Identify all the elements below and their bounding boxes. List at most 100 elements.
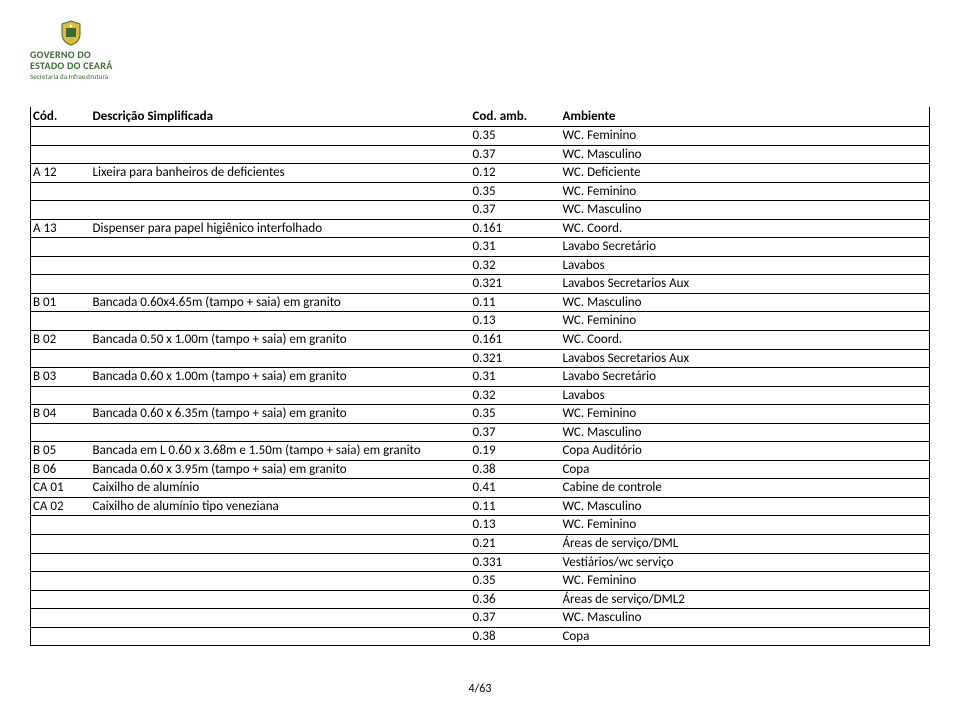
table-cell: WC. Feminino	[561, 312, 930, 331]
table-cell	[31, 553, 91, 572]
table-row: 0.36Áreas de serviço/DML2	[31, 590, 930, 609]
table-cell	[91, 201, 471, 220]
table-cell: WC. Masculino	[561, 293, 930, 312]
table-cell: Copa	[561, 627, 930, 646]
table-cell: Áreas de serviço/DML2	[561, 590, 930, 609]
table-cell: 0.37	[471, 609, 561, 628]
table-cell: B 06	[31, 460, 91, 479]
table-cell	[91, 182, 471, 201]
table-cell: 0.21	[471, 535, 561, 554]
table-cell: WC. Feminino	[561, 572, 930, 591]
table-cell: Caixilho de alumínio tipo veneziana	[91, 497, 471, 516]
table-cell	[91, 516, 471, 535]
table-cell: WC. Feminino	[561, 182, 930, 201]
logo-emblem-wrap	[30, 20, 113, 46]
table-cell: 0.321	[471, 349, 561, 368]
table-cell	[31, 627, 91, 646]
table-row: 0.321Lavabos Secretarios Aux	[31, 275, 930, 294]
logo-line3: Secretaria da Infraestrutura	[30, 72, 113, 81]
table-cell: B 05	[31, 442, 91, 461]
table-cell: 0.12	[471, 164, 561, 183]
ceara-emblem-icon	[60, 20, 82, 46]
page: GOVERNO DO ESTADO DO CEARÁ Secretaria da…	[0, 0, 960, 646]
table-cell: Cabine de controle	[561, 479, 930, 498]
table-cell: WC. Masculino	[561, 145, 930, 164]
table-cell: 0.41	[471, 479, 561, 498]
table-cell: WC. Masculino	[561, 609, 930, 628]
table-cell: 0.31	[471, 368, 561, 387]
table-cell: 0.35	[471, 127, 561, 146]
table-cell	[91, 590, 471, 609]
table-cell: WC. Masculino	[561, 497, 930, 516]
table-cell: B 02	[31, 331, 91, 350]
table-cell: Bancada 0.60 x 1.00m (tampo + saia) em g…	[91, 368, 471, 387]
table-cell: CA 02	[31, 497, 91, 516]
col-header-codamb: Cod. amb.	[471, 107, 561, 127]
table-cell: A 12	[31, 164, 91, 183]
table-cell	[31, 386, 91, 405]
table-cell	[91, 349, 471, 368]
table-cell: 0.36	[471, 590, 561, 609]
table-cell: Lavabos Secretarios Aux	[561, 275, 930, 294]
table-cell: Copa Auditório	[561, 442, 930, 461]
table-cell: 0.32	[471, 256, 561, 275]
table-cell	[91, 312, 471, 331]
table-cell: B 03	[31, 368, 91, 387]
table-cell: Bancada 0.60 x 6.35m (tampo + saia) em g…	[91, 405, 471, 424]
table-row: 0.32 Lavabos	[31, 256, 930, 275]
table-cell	[91, 535, 471, 554]
table-cell	[31, 127, 91, 146]
table-cell: Bancada em L 0.60 x 3.68m e 1.50m (tampo…	[91, 442, 471, 461]
table-row: 0.37WC. Masculino	[31, 609, 930, 628]
table-cell: 0.37	[471, 423, 561, 442]
table-cell: WC. Feminino	[561, 127, 930, 146]
table-cell	[91, 609, 471, 628]
table-row: 0.32 Lavabos	[31, 386, 930, 405]
table-row: 0.37WC. Masculino	[31, 201, 930, 220]
table-cell: 0.161	[471, 219, 561, 238]
table-cell	[31, 609, 91, 628]
table-cell	[91, 145, 471, 164]
table-cell: Lavabo Secretário	[561, 238, 930, 257]
table-cell: 0.19	[471, 442, 561, 461]
table-cell: Lixeira para banheiros de deficientes	[91, 164, 471, 183]
table-row: 0.35WC. Feminino	[31, 127, 930, 146]
table-cell	[91, 238, 471, 257]
table-row: B 05Bancada em L 0.60 x 3.68m e 1.50m (t…	[31, 442, 930, 461]
table-cell	[31, 275, 91, 294]
table-cell: Lavabos	[561, 256, 930, 275]
table-cell: WC. Feminino	[561, 405, 930, 424]
table-row: B 01Bancada 0.60x4.65m (tampo + saia) em…	[31, 293, 930, 312]
table-cell	[31, 423, 91, 442]
table-cell	[31, 535, 91, 554]
table-cell	[31, 182, 91, 201]
table-cell	[31, 201, 91, 220]
table-cell	[31, 349, 91, 368]
col-header-cod: Cód.	[31, 107, 91, 127]
table-cell: CA 01	[31, 479, 91, 498]
table-head: Cód. Descrição Simplificada Cod. amb. Am…	[31, 107, 930, 127]
table-row: 0.35WC. Feminino	[31, 182, 930, 201]
page-footer: 4/63	[0, 682, 960, 696]
table-cell: 0.11	[471, 293, 561, 312]
table-cell: WC. Masculino	[561, 201, 930, 220]
table-cell	[31, 312, 91, 331]
table-cell: 0.331	[471, 553, 561, 572]
table-cell	[91, 627, 471, 646]
table-cell: WC. Coord.	[561, 219, 930, 238]
table-cell: Bancada 0.60 x 3.95m (tampo + saia) em g…	[91, 460, 471, 479]
data-table: Cód. Descrição Simplificada Cod. amb. Am…	[30, 107, 930, 646]
table-row: 0.13WC. Feminino	[31, 516, 930, 535]
table-row: 0.37WC. Masculino	[31, 145, 930, 164]
table-header-row: Cód. Descrição Simplificada Cod. amb. Am…	[31, 107, 930, 127]
table-cell: WC. Masculino	[561, 423, 930, 442]
header-logo-block: GOVERNO DO ESTADO DO CEARÁ Secretaria da…	[30, 20, 930, 83]
table-row: B 06Bancada 0.60 x 3.95m (tampo + saia) …	[31, 460, 930, 479]
table-row: 0.31Lavabo Secretário	[31, 238, 930, 257]
table-cell: Áreas de serviço/DML	[561, 535, 930, 554]
table-cell	[91, 127, 471, 146]
table-row: 0.38Copa	[31, 627, 930, 646]
table-cell	[91, 256, 471, 275]
table-cell: Dispenser para papel higiênico interfolh…	[91, 219, 471, 238]
table-cell: 0.32	[471, 386, 561, 405]
